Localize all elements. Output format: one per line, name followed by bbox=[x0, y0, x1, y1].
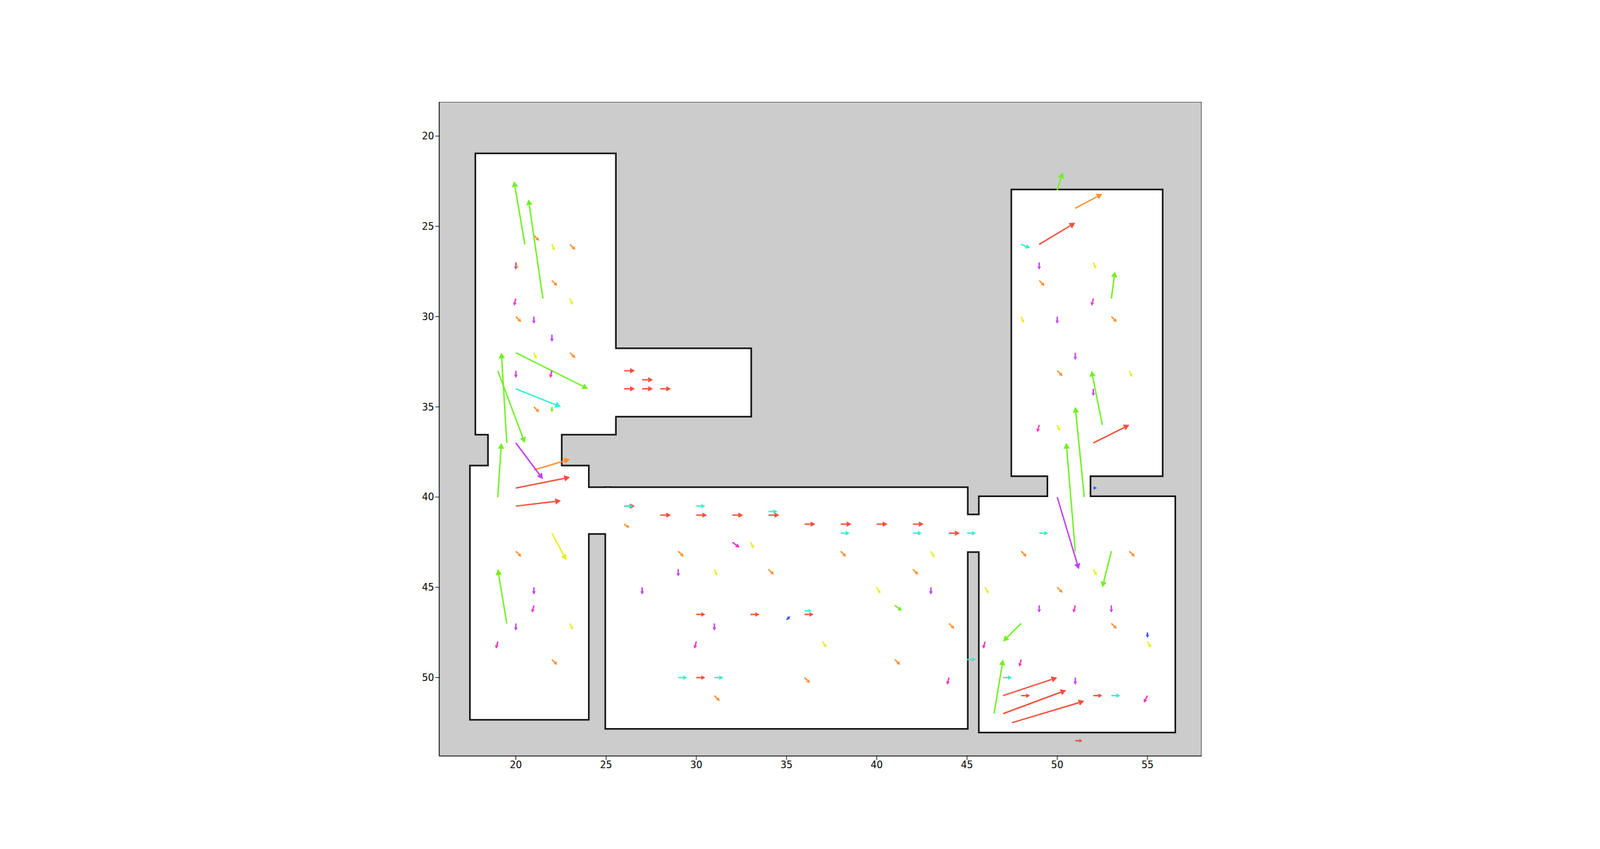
svg-text:35: 35 bbox=[780, 759, 793, 771]
svg-text:50: 50 bbox=[421, 672, 435, 684]
svg-text:30: 30 bbox=[690, 759, 703, 771]
svg-text:50: 50 bbox=[1051, 759, 1064, 771]
svg-text:30: 30 bbox=[421, 311, 435, 323]
svg-text:25: 25 bbox=[600, 759, 613, 771]
svg-text:45: 45 bbox=[421, 581, 435, 594]
svg-text:20: 20 bbox=[509, 759, 522, 771]
svg-text:40: 40 bbox=[421, 491, 435, 503]
svg-text:20: 20 bbox=[421, 130, 435, 142]
svg-text:45: 45 bbox=[961, 759, 974, 771]
svg-text:55: 55 bbox=[1141, 759, 1154, 771]
svg-text:40: 40 bbox=[870, 759, 883, 771]
svg-text:25: 25 bbox=[421, 220, 435, 233]
svg-text:35: 35 bbox=[421, 401, 435, 414]
